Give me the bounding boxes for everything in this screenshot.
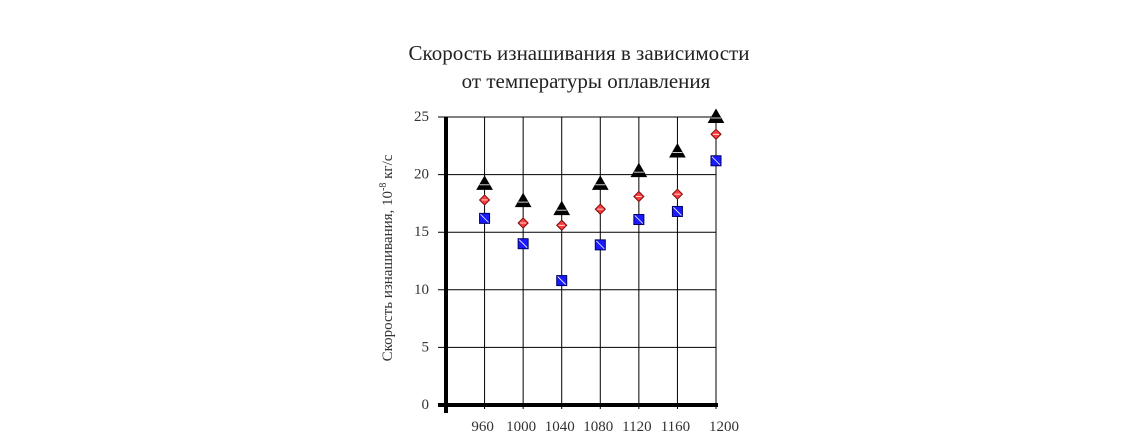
axes bbox=[438, 117, 718, 413]
y-tick-label: 5 bbox=[422, 339, 430, 355]
x-tick-label: 1160 bbox=[661, 419, 690, 435]
y-tick-label: 25 bbox=[414, 109, 429, 125]
x-tick-label: 1200 bbox=[709, 419, 739, 435]
x-tick-label: 1120 bbox=[622, 419, 651, 435]
y-tick-labels: 0 5 10 15 20 25 bbox=[414, 109, 429, 413]
square-marker-hatch bbox=[634, 215, 644, 224]
y-axis-label: Скорость изнашивания, 10-8 кг/с bbox=[378, 154, 396, 361]
square-marker-hatch bbox=[518, 239, 528, 249]
x-tick-label: 1000 bbox=[506, 419, 536, 435]
square-marker-hatch bbox=[480, 214, 489, 223]
triangle-marker bbox=[669, 143, 686, 158]
chart-title-line-2: от температуры оплавления bbox=[462, 69, 711, 93]
y-tick-label: 10 bbox=[414, 282, 429, 298]
gridlines bbox=[438, 116, 717, 409]
y-tick-label: 20 bbox=[414, 167, 429, 183]
triangle-marker bbox=[553, 200, 571, 216]
y-tick-label: 0 bbox=[422, 397, 430, 413]
triangle-marker bbox=[514, 192, 532, 208]
chart-title-line-1: Скорость изнашивания в зависимости bbox=[409, 41, 750, 65]
x-tick-label: 960 bbox=[471, 419, 494, 435]
square-marker-hatch bbox=[673, 207, 682, 216]
square-marker-hatch bbox=[711, 156, 721, 166]
x-tick-labels: 960 1000 1040 1080 1120 1160 1200 bbox=[471, 419, 739, 435]
data-points bbox=[476, 108, 725, 287]
x-tick-label: 1040 bbox=[545, 419, 575, 435]
y-tick-label: 15 bbox=[414, 224, 429, 240]
square-marker-hatch bbox=[557, 276, 566, 285]
triangle-marker bbox=[476, 175, 493, 190]
x-tick-label: 1080 bbox=[583, 419, 613, 435]
square-marker-hatch bbox=[596, 240, 605, 250]
triangle-marker bbox=[630, 162, 648, 178]
triangle-marker bbox=[707, 108, 725, 123]
triangle-marker bbox=[591, 175, 609, 190]
